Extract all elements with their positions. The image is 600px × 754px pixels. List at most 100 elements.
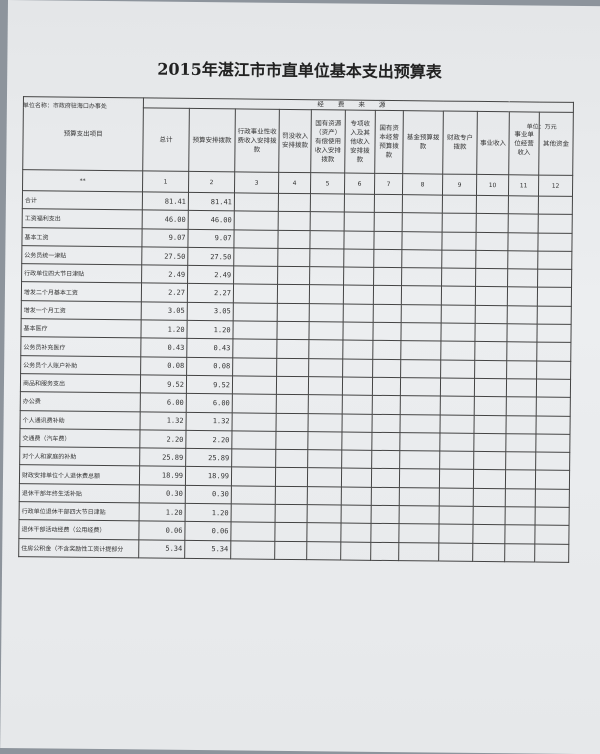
- empty-cell: [439, 506, 474, 525]
- empty-cell: [398, 523, 440, 543]
- empty-cell: [370, 523, 400, 543]
- empty-cell: [309, 230, 345, 249]
- empty-cell: [474, 323, 508, 343]
- empty-cell: [309, 285, 344, 304]
- empty-cell: [507, 287, 538, 306]
- column-header: 总计: [142, 107, 190, 172]
- column-index: 5: [310, 172, 345, 195]
- empty-cell: [400, 341, 441, 360]
- empty-cell: [342, 395, 373, 414]
- empty-cell: [231, 503, 276, 523]
- column-header: 其他资金: [538, 112, 574, 176]
- empty-cell: [343, 230, 375, 250]
- empty-cell: [306, 541, 341, 560]
- empty-cell: [232, 357, 277, 377]
- row-item: 行政单位退休干部四大节日津贴: [19, 501, 140, 522]
- empty-cell: [475, 232, 509, 251]
- row-budget: 5.34: [184, 540, 231, 559]
- empty-cell: [474, 378, 507, 398]
- column-index: 2: [188, 171, 235, 193]
- empty-cell: [277, 229, 311, 249]
- empty-cell: [442, 195, 477, 214]
- empty-cell: [537, 305, 572, 325]
- empty-cell: [340, 523, 372, 542]
- empty-cell: [472, 543, 505, 562]
- empty-cell: [274, 522, 308, 542]
- empty-cell: [536, 342, 571, 362]
- empty-cell: [306, 523, 342, 542]
- empty-cell: [233, 247, 278, 267]
- row-budget: 18.99: [185, 466, 232, 486]
- empty-cell: [341, 505, 372, 524]
- document-title: 2015年湛江市市直单位基本支出预算表: [157, 59, 442, 82]
- empty-cell: [278, 211, 311, 231]
- column-index: 1: [142, 170, 189, 193]
- empty-cell: [505, 470, 536, 489]
- empty-cell: [373, 230, 403, 250]
- empty-cell: [506, 378, 537, 398]
- column-header: 事业收入: [476, 111, 510, 175]
- empty-cell: [370, 541, 399, 561]
- empty-cell: [344, 212, 375, 231]
- empty-cell: [307, 431, 342, 451]
- empty-cell: [506, 323, 538, 343]
- row-budget: 9.07: [187, 228, 235, 248]
- index-label: **: [22, 169, 143, 192]
- empty-cell: [473, 488, 506, 507]
- empty-cell: [276, 321, 310, 341]
- empty-cell: [400, 322, 442, 342]
- row-budget: 27.50: [187, 247, 234, 267]
- row-item: 公务员补充医疗: [20, 337, 141, 357]
- empty-cell: [372, 340, 401, 360]
- empty-cell: [307, 449, 342, 469]
- empty-cell: [308, 358, 343, 377]
- column-index: 3: [234, 171, 279, 194]
- empty-cell: [234, 192, 279, 212]
- empty-cell: [438, 542, 473, 562]
- column-header: 行政事业性收费收入安排拨款: [234, 108, 280, 173]
- empty-cell: [232, 320, 278, 340]
- column-index: 6: [344, 173, 375, 195]
- row-item: 公务员统一津贴: [21, 245, 142, 266]
- row-item: 个人通讯费补助: [20, 410, 141, 430]
- empty-cell: [538, 196, 573, 215]
- empty-cell: [234, 211, 279, 230]
- empty-cell: [439, 469, 474, 489]
- row-item: 住房公积金（不含奖励性工资计提部分: [18, 538, 139, 558]
- empty-cell: [308, 394, 343, 414]
- empty-cell: [231, 467, 276, 487]
- row-total: 0.30: [139, 484, 186, 504]
- empty-cell: [277, 284, 310, 304]
- empty-cell: [374, 194, 403, 213]
- empty-cell: [505, 488, 536, 508]
- empty-cell: [438, 524, 474, 544]
- column-index: 7: [374, 173, 403, 195]
- empty-cell: [401, 249, 442, 269]
- empty-cell: [372, 377, 401, 396]
- empty-cell: [372, 322, 402, 342]
- empty-cell: [476, 213, 509, 233]
- row-item: 交通费（汽车费）: [19, 428, 141, 449]
- row-total: 6.00: [140, 393, 187, 412]
- empty-cell: [310, 211, 345, 231]
- empty-cell: [276, 339, 309, 359]
- empty-cell: [535, 470, 570, 490]
- empty-cell: [342, 322, 374, 341]
- empty-cell: [401, 304, 442, 324]
- empty-cell: [232, 412, 277, 432]
- empty-cell: [231, 449, 276, 468]
- empty-cell: [535, 488, 570, 508]
- empty-cell: [507, 232, 539, 251]
- empty-cell: [233, 266, 278, 285]
- empty-cell: [474, 341, 507, 361]
- empty-cell: [308, 376, 343, 396]
- empty-cell: [371, 432, 400, 451]
- empty-cell: [536, 379, 571, 398]
- row-budget: 0.43: [186, 338, 233, 358]
- row-item: 商品和服务支出: [20, 373, 141, 394]
- empty-cell: [508, 195, 539, 215]
- row-budget: 2.20: [185, 430, 233, 450]
- empty-cell: [508, 214, 539, 233]
- column-header: 国有资本经营预算拨款: [374, 110, 404, 174]
